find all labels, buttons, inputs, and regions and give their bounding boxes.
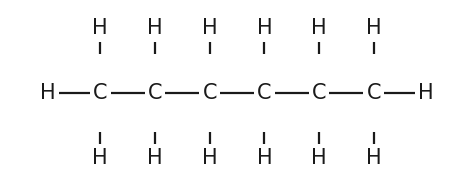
Text: H: H xyxy=(256,18,272,39)
Text: H: H xyxy=(147,18,163,39)
Text: C: C xyxy=(93,83,108,103)
Text: H: H xyxy=(256,147,272,168)
Text: H: H xyxy=(418,83,434,103)
Text: C: C xyxy=(202,83,217,103)
Text: H: H xyxy=(202,147,218,168)
Text: H: H xyxy=(40,83,56,103)
Text: H: H xyxy=(92,147,108,168)
Text: C: C xyxy=(148,83,162,103)
Text: C: C xyxy=(257,83,272,103)
Text: H: H xyxy=(311,147,327,168)
Text: H: H xyxy=(92,18,108,39)
Text: C: C xyxy=(366,83,381,103)
Text: H: H xyxy=(202,18,218,39)
Text: H: H xyxy=(311,18,327,39)
Text: H: H xyxy=(147,147,163,168)
Text: C: C xyxy=(312,83,326,103)
Text: H: H xyxy=(366,147,382,168)
Text: H: H xyxy=(366,18,382,39)
